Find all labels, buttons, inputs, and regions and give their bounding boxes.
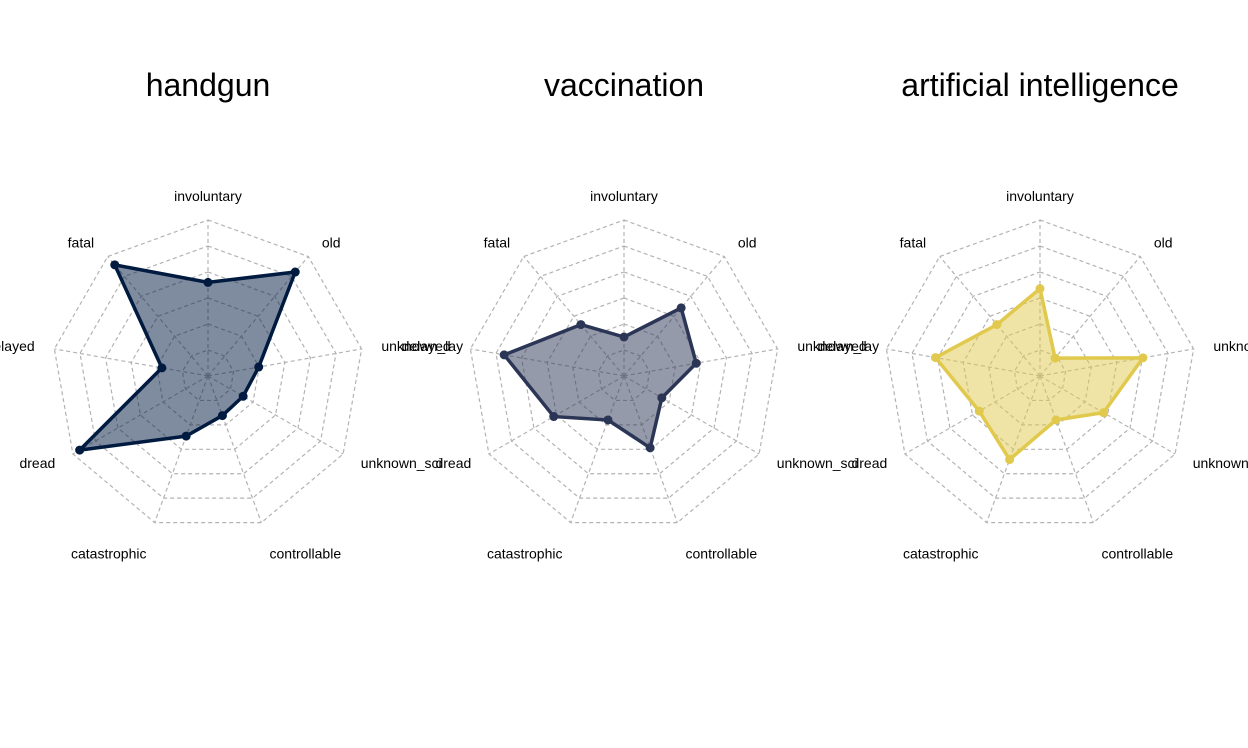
axis-label-involuntary: involuntary	[1006, 188, 1074, 204]
axis-label-controllable: controllable	[1102, 546, 1174, 562]
data-point-controllable	[217, 411, 227, 421]
grid-spoke	[1039, 256, 1141, 377]
axis-label-fatal: fatal	[68, 235, 94, 251]
axis-label-controllable: controllable	[686, 546, 758, 562]
data-point-involuntary	[1035, 284, 1045, 294]
data-point-involuntary	[203, 277, 213, 287]
axis-label-unknown-lay: unknown_lay	[381, 338, 463, 354]
data-point-catastrophic	[603, 415, 613, 425]
data-point-controllable	[1051, 415, 1061, 425]
axis-label-unknown-lay: unknown_lay	[797, 338, 879, 354]
data-point-unknown_sci	[1098, 408, 1108, 418]
axis-label-involuntary: involuntary	[590, 188, 658, 204]
axis-label-catastrophic: catastrophic	[71, 546, 146, 562]
data-point-dread	[75, 445, 85, 455]
grid-spoke	[1039, 375, 1094, 523]
axis-label-old: old	[322, 235, 341, 251]
grid-spoke	[570, 375, 625, 523]
data-series-polygon	[933, 286, 1145, 462]
grid-ring	[53, 219, 363, 524]
grid-spoke	[904, 375, 1041, 455]
axis-label-involuntary: involuntary	[174, 188, 242, 204]
axis-label-catastrophic: catastrophic	[487, 546, 562, 562]
data-point-fatal	[576, 320, 586, 330]
grid-ring	[130, 297, 286, 450]
data-point-dread	[549, 412, 559, 422]
data-point-delayed	[499, 350, 509, 360]
axis-label-unknown-sci: unknown_sci	[777, 455, 858, 471]
chart-title: artificial intelligence	[901, 67, 1178, 103]
axis-label-unknown-lay: unknown_lay	[1213, 338, 1248, 354]
chart-title: handgun	[146, 67, 271, 103]
grid-spoke	[207, 375, 262, 523]
axis-label-fatal: fatal	[484, 235, 510, 251]
grid-ring	[104, 271, 312, 475]
data-point-unknown_lay	[254, 362, 264, 372]
grid-ring	[885, 219, 1195, 524]
data-point-dread	[974, 406, 984, 416]
data-point-involuntary	[619, 332, 629, 342]
grid-ring	[911, 245, 1169, 499]
axis-label-delayed: delayed	[402, 338, 451, 354]
grid-spoke	[154, 375, 209, 523]
axis-label-delayed: delayed	[818, 338, 867, 354]
axis-label-old: old	[738, 235, 757, 251]
grid-ring	[79, 245, 337, 499]
data-point-old	[1050, 353, 1060, 363]
axis-label-dread: dread	[851, 455, 887, 471]
axis-label-delayed: delayed	[0, 338, 35, 354]
data-point-unknown_sci	[657, 393, 667, 403]
axis-label-catastrophic: catastrophic	[903, 546, 978, 562]
axis-label-unknown-sci: unknown_sci	[361, 455, 442, 471]
axis-label-unknown-sci: unknown_sci	[1193, 455, 1248, 471]
data-point-catastrophic	[1005, 455, 1015, 465]
data-point-unknown_sci	[238, 391, 248, 401]
axis-label-dread: dread	[19, 455, 55, 471]
data-point-old	[676, 303, 686, 313]
data-point-catastrophic	[181, 431, 191, 441]
data-point-unknown_lay	[691, 358, 701, 368]
data-point-controllable	[645, 443, 655, 453]
chart-title: vaccination	[544, 67, 704, 103]
data-point-delayed	[157, 363, 167, 373]
grid-spoke	[523, 256, 625, 377]
grid-spoke	[623, 375, 760, 455]
grid-spoke	[207, 375, 344, 455]
data-series-polygon	[502, 306, 698, 450]
data-point-old	[290, 267, 300, 277]
grid-spoke	[623, 348, 778, 377]
grid-ring	[495, 245, 753, 499]
data-point-fatal	[992, 320, 1002, 330]
radar-panel-2: vaccination involuntary old unknown_layunkn…	[402, 67, 879, 562]
radar-panel-1: handgun involuntary old unknown_lay unknown_…	[0, 67, 463, 562]
grid-spoke	[54, 348, 209, 377]
axis-label-fatal: fatal	[900, 235, 926, 251]
grid-ring	[936, 271, 1144, 475]
axis-label-old: old	[1154, 235, 1173, 251]
grid-ring	[520, 271, 728, 475]
data-point-delayed	[931, 353, 941, 363]
data-point-unknown_lay	[1138, 353, 1148, 363]
grid-ring	[469, 219, 779, 524]
grid-spoke	[207, 348, 362, 377]
data-series-polygon	[77, 263, 297, 452]
data-point-fatal	[110, 260, 120, 270]
axis-label-dread: dread	[435, 455, 471, 471]
radar-panel-3: artificial intelligence involuntary old unk…	[818, 67, 1248, 562]
grid-spoke	[939, 256, 1041, 377]
grid-spoke	[1039, 375, 1176, 455]
axis-label-controllable: controllable	[270, 546, 342, 562]
